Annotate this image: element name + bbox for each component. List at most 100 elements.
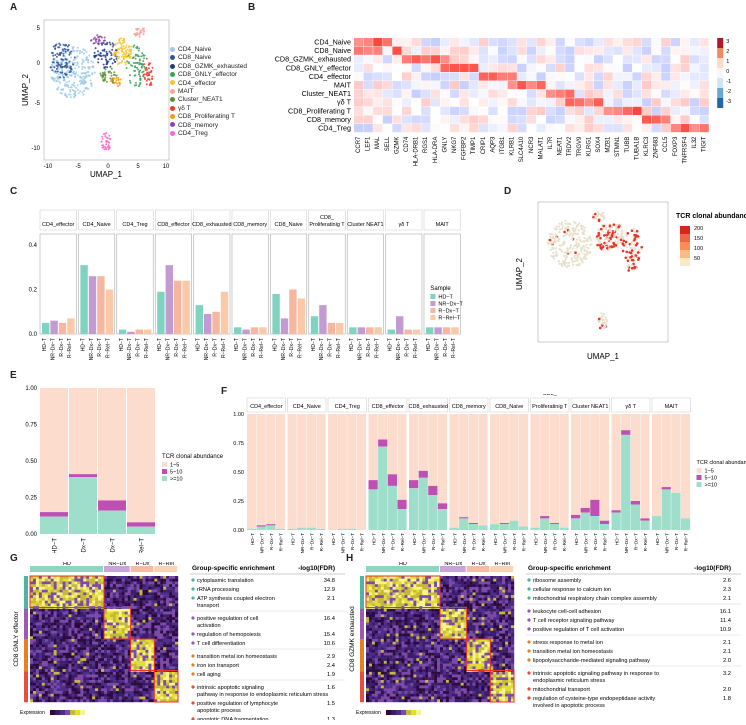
expr-cell [66,623,69,626]
expr-cell [128,587,131,590]
heatmap-cell [517,38,526,46]
expr-cell [63,647,66,650]
expr-cell [137,666,140,669]
expr-cell [95,617,98,620]
expr-cell [390,581,393,584]
tcr-point [555,255,557,257]
heatmap-cell [584,64,593,72]
expr-cell [502,592,505,595]
umap-point [114,61,116,63]
expr-cell [131,579,134,582]
marker-heatmap: CD4_NaiveCD8_NaiveCD8_GZMK_exhaustedCD8_… [250,10,746,186]
expr-cell [95,666,98,669]
expr-cell [86,680,89,683]
umap-point [59,44,61,46]
tcr-point [612,231,615,234]
heatmap-cell [488,124,497,132]
stackf-xtick: NR−Dx−T [381,533,386,554]
expr-cell [369,587,372,590]
umap-point [146,58,148,60]
umap-point [61,72,63,74]
expr-cell [98,694,101,697]
heatmap-cell [613,38,622,46]
expr-cell [66,620,69,623]
expr-cell [98,631,101,634]
expr-cell [89,620,92,623]
umap-point [116,75,118,77]
row-group-bar [24,691,28,694]
expr-cell [30,694,33,697]
heatmap-cell [412,124,421,132]
row-group-bar [24,584,28,587]
expr-cell [45,653,48,656]
expr-cell [77,636,80,639]
bar-xtick: NR−Dx−T [434,338,440,360]
umap-point [83,53,85,55]
expr-cell [107,590,110,593]
expr-cell [86,688,89,691]
expr-cell [60,642,63,645]
expr-cell [493,592,496,595]
expr-cell [89,628,92,631]
expr-cell [116,666,119,669]
expr-cell [166,587,169,590]
stack-xtick: NR−Dx−T [82,538,88,553]
umap-point [143,66,145,68]
heatmap-gene-label: IL32 [692,136,698,148]
umap-point [82,61,84,63]
expr-cell [48,592,51,595]
expr-cell [125,609,128,612]
expr-cell [48,636,51,639]
expr-cell [125,617,128,620]
stackf-facet-title: γδ T [625,404,636,410]
heatmap-cell [632,98,641,106]
expr-cell [48,639,51,642]
expr-cell [410,584,413,587]
expr-cell [396,595,399,598]
stackf-segment [288,414,297,529]
umap-point [141,31,143,33]
expr-cell [42,609,45,612]
heatmap-cell [450,115,459,123]
stackf-segment [509,414,518,521]
expr-cell [122,694,125,697]
heatmap-cell [402,64,411,72]
expr-cell [45,675,48,678]
stackf-xtick: R−Rel−T [481,533,486,552]
expr-cell [422,587,425,590]
heatmap-scale-label: 3 [726,39,729,45]
expr-cell [68,614,71,617]
expr-cell [166,595,169,598]
expr-cell [80,612,83,615]
expr-cell [125,601,128,604]
expr-cell [122,623,125,626]
expr-cell [48,603,51,606]
umap-point [93,42,95,44]
expr-cell [98,680,101,683]
heatmap-cell [431,115,440,123]
expr-cell [71,642,74,645]
expr-cell [48,647,51,650]
tcr-point [628,251,631,254]
heatmap-cell [623,90,632,98]
expr-cell [487,579,490,582]
expr-cell [142,642,145,645]
expr-cell [137,625,140,628]
expr-cell [399,581,402,584]
expr-cell [101,653,104,656]
expr-legend-swatch [60,710,65,715]
expr-cell [425,590,428,593]
heatmap-cell [661,107,670,115]
expr-cell [128,576,131,579]
expr-cell [33,617,36,620]
expr-cell [505,579,508,582]
expr-cell [110,655,113,658]
heatmap-cell [354,47,363,55]
expr-cell [66,584,69,587]
expr-cell [175,601,178,604]
expr-cell [71,694,74,697]
expr-cell [98,617,101,620]
expr-cell [54,579,57,582]
expr-cell [116,699,119,702]
tcr-point [622,236,624,238]
